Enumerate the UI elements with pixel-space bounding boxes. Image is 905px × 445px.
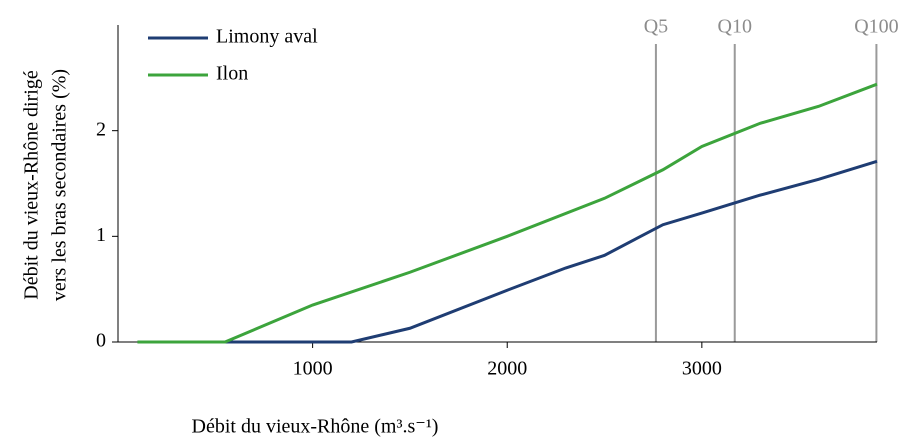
y-axis-label: Débit du vieux-Rhône dirigé — [21, 70, 43, 300]
y-tick-label: 1 — [96, 224, 106, 246]
x-axis-label: Débit du vieux-Rhône (m³.s⁻¹) — [192, 416, 439, 438]
reference-label: Q10 — [718, 16, 752, 38]
x-tick-label: 1000 — [293, 358, 333, 380]
series-line — [137, 159, 878, 344]
x-tick-label: 2000 — [487, 358, 527, 380]
reference-label: Q5 — [644, 16, 668, 38]
y-axis-label-group: Débit du vieux-Rhône dirigé vers les bra… — [21, 69, 71, 301]
y-tick-label: 0 — [96, 330, 106, 352]
y-axis-label: vers les bras secondaires (%) — [49, 69, 71, 301]
series-line — [137, 82, 878, 344]
reference-label: Q100 — [854, 16, 898, 38]
x-tick-label: 3000 — [682, 358, 722, 380]
legend-label: Limony aval — [216, 26, 318, 48]
legend-label: Ilon — [216, 63, 248, 85]
y-tick-label: 2 — [96, 118, 106, 140]
